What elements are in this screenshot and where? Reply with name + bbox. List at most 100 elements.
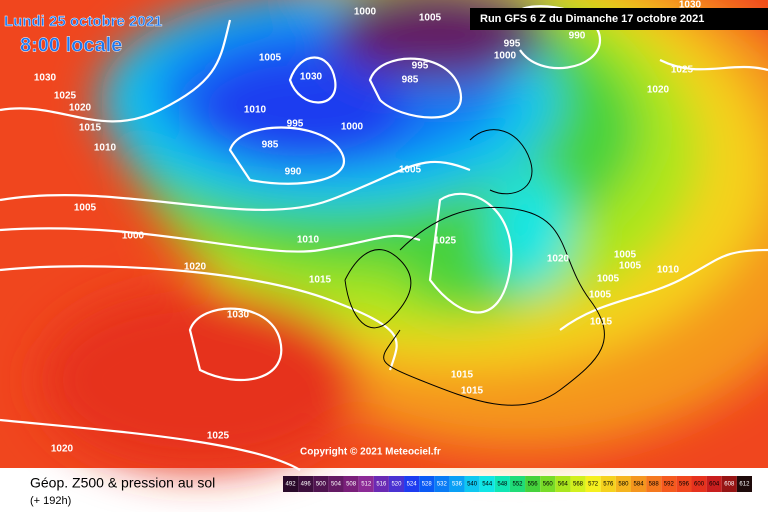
scale-swatch — [464, 476, 480, 492]
scale-swatch — [676, 476, 692, 492]
scale-swatch — [479, 476, 495, 492]
scale-swatch — [283, 476, 299, 492]
isobar-label: 1030 — [679, 0, 702, 11]
isobar-label: 1000 — [354, 7, 377, 18]
copyright: Copyright © 2021 Meteociel.fr — [300, 447, 441, 458]
isobar-label: 995 — [287, 119, 304, 130]
isobar-label: 1020 — [647, 85, 670, 96]
scale-label: 544 — [482, 482, 493, 488]
isobar-label: 1005 — [614, 250, 637, 261]
isobar-label: 1005 — [619, 261, 642, 272]
scale-swatch — [630, 476, 647, 492]
isobar-label: 1025 — [434, 236, 457, 247]
scale-label: 548 — [497, 482, 508, 488]
scale-swatch — [328, 476, 344, 492]
isobar-label: 1030 — [34, 73, 57, 84]
scale-label: 560 — [543, 482, 554, 488]
scale-swatch — [404, 476, 420, 492]
color-scale: 492 496 500 504 508 512 516 520 524 528 532 536 540 5… — [283, 476, 752, 492]
isobar-label: 1015 — [461, 386, 484, 397]
scale-swatch — [540, 476, 556, 492]
isobar-label: 1020 — [547, 254, 570, 265]
scale-swatch — [525, 476, 541, 492]
isobar-label: 1005 — [597, 274, 620, 285]
scale-label: 600 — [694, 482, 705, 488]
scale-label: 572 — [588, 482, 599, 488]
isobar-label: 1005 — [74, 203, 97, 214]
isobar-label: 1030 — [300, 72, 323, 83]
scale-swatch — [373, 476, 389, 492]
scale-label: 500 — [316, 482, 327, 488]
isobar-label: 1020 — [69, 103, 92, 114]
scale-swatch — [721, 476, 737, 492]
scale-label: 516 — [376, 482, 387, 488]
scale-label: 504 — [331, 482, 342, 488]
geopotential-field — [0, 0, 768, 470]
isobar-label: 990 — [569, 31, 586, 42]
isobar-label: 1030 — [227, 310, 250, 321]
isobar-label: 1010 — [244, 105, 267, 116]
scale-label: 576 — [603, 482, 614, 488]
scale-swatch — [600, 476, 616, 492]
isobar-label: 1020 — [184, 262, 207, 273]
scale-label: 540 — [467, 482, 478, 488]
isobar-label: 985 — [402, 75, 419, 86]
scale-swatch — [570, 476, 586, 492]
scale-swatch — [661, 476, 677, 492]
isobar-label: 1005 — [589, 290, 612, 301]
scale-swatch — [388, 476, 405, 492]
scale-label: 592 — [664, 482, 675, 488]
forecast-time: 8:00 locale — [20, 34, 122, 56]
isobar-label: 995 — [412, 61, 429, 72]
scale-label: 608 — [724, 482, 735, 488]
isobar-label: 1025 — [671, 65, 694, 76]
isobar-label: 1005 — [399, 165, 422, 176]
footer-lead: (+ 192h) — [30, 495, 71, 507]
isobar-labels: 1030102510201015101010051000102010301025… — [34, 0, 702, 455]
isobar-label: 1025 — [207, 431, 230, 442]
scale-label: 580 — [618, 482, 629, 488]
scale-swatch — [313, 476, 329, 492]
scale-label: 604 — [709, 482, 720, 488]
isobar-label: 995 — [504, 39, 521, 50]
scale-swatch — [736, 476, 752, 492]
scale-swatch — [419, 476, 435, 492]
scale-label: 556 — [528, 482, 539, 488]
isobar-label: 1010 — [94, 143, 117, 154]
isobar-label: 1000 — [122, 231, 145, 242]
isobar-label: 1015 — [451, 370, 474, 381]
isobar-label: 1010 — [297, 235, 320, 246]
scale-label: 568 — [573, 482, 584, 488]
scale-swatch — [706, 476, 722, 492]
footer-title: Géop. Z500 & pression au sol — [30, 475, 215, 491]
isobars — [0, 5, 768, 471]
scale-swatch — [358, 476, 374, 492]
scale-label: 532 — [437, 482, 448, 488]
scale-swatch — [494, 476, 510, 492]
isobar-label: 1025 — [54, 91, 77, 102]
forecast-date: Lundi 25 octobre 2021 — [4, 13, 162, 30]
scale-swatch — [555, 476, 571, 492]
isobar-label: 1015 — [79, 123, 102, 134]
isobar-label: 1000 — [341, 122, 364, 133]
isobar-label: 1000 — [494, 51, 517, 62]
scale-label: 536 — [452, 482, 463, 488]
isobar-label: 985 — [262, 140, 279, 151]
isobar-label: 1005 — [419, 13, 442, 24]
scale-label: 512 — [361, 482, 372, 488]
scale-swatch — [343, 476, 359, 492]
isobar-label: 1020 — [51, 444, 74, 455]
isobar-label: 1010 — [657, 265, 680, 276]
scale-label: 588 — [649, 482, 660, 488]
scale-swatch — [615, 476, 631, 492]
isobar-label: 1005 — [259, 53, 282, 64]
scale-swatch — [434, 476, 450, 492]
scale-label: 528 — [422, 482, 433, 488]
scale-label: 584 — [634, 482, 645, 488]
scale-label: 524 — [407, 482, 418, 488]
scale-label: 612 — [739, 482, 750, 488]
scale-swatch — [509, 476, 526, 492]
scale-swatch — [691, 476, 707, 492]
scale-label: 496 — [301, 482, 312, 488]
scale-label: 508 — [346, 482, 357, 488]
